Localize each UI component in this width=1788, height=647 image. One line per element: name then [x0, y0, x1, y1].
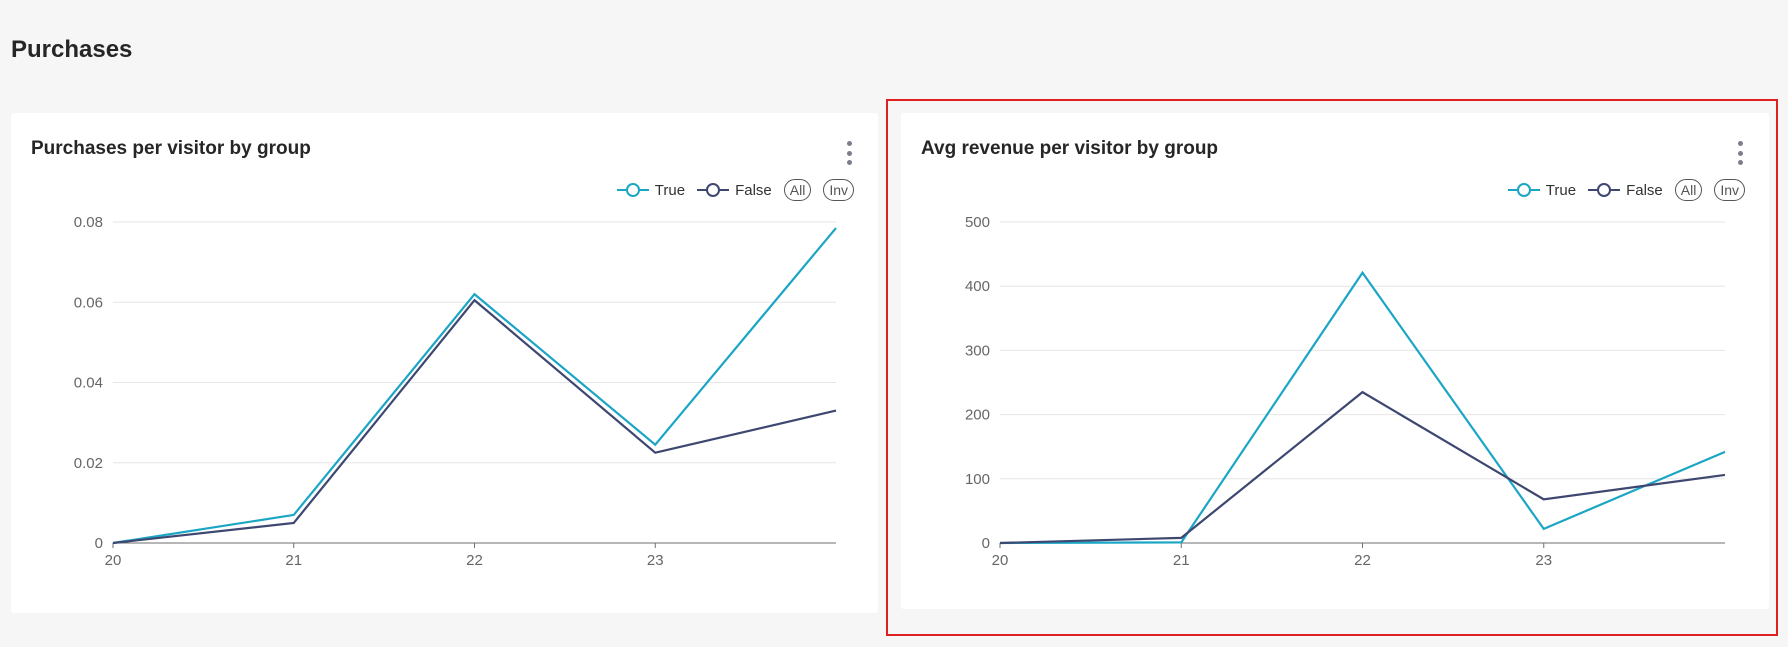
x-tick-label: 21	[285, 552, 302, 569]
series-line-true	[999, 270, 1726, 545]
y-tick-label: 0	[95, 535, 103, 552]
legend-label-false: False	[1626, 181, 1663, 199]
series-line-false	[112, 298, 837, 545]
legend-label-false: False	[735, 181, 772, 199]
chart-title: Purchases per visitor by group	[31, 138, 311, 159]
legend-true-marker-icon	[1507, 183, 1540, 197]
x-tick-label: 22	[466, 552, 483, 569]
y-tick-label: 0.04	[74, 375, 103, 392]
chart-legend: True False All Inv	[616, 179, 854, 201]
purchases-line-chart: 0 0.02 0.04 0.06 0.08 20 21 22 23	[74, 214, 837, 569]
legend-item-false[interactable]: False	[1588, 182, 1663, 199]
x-tick-label: 23	[647, 552, 664, 569]
legend-label-true: True	[1545, 181, 1577, 199]
legend-invert-button[interactable]: Inv	[823, 179, 854, 201]
legend-label-true: True	[654, 181, 686, 199]
y-tick-label: 200	[965, 407, 990, 424]
legend-false-marker-icon	[697, 183, 730, 197]
section-title: Purchases	[11, 36, 133, 63]
x-tick-label: 21	[1173, 552, 1190, 569]
series-line-false	[999, 390, 1726, 545]
legend-item-true[interactable]: True	[1507, 181, 1577, 199]
y-tick-label: 100	[965, 471, 990, 488]
x-tick-label: 22	[1354, 552, 1371, 569]
x-tick-label: 23	[1535, 552, 1552, 569]
x-tick-label: 20	[105, 552, 122, 569]
y-tick-label: 0.06	[74, 294, 103, 311]
y-tick-label: 0.08	[74, 214, 103, 231]
y-tick-label: 300	[965, 342, 990, 359]
kebab-menu-icon[interactable]	[1735, 141, 1745, 165]
chart-card-avg-revenue-per-visitor: Avg revenue per visitor by group True Fa…	[901, 113, 1769, 609]
avg-revenue-line-chart: 0 100 200 300 400 500 20 21 22 23	[965, 214, 1726, 569]
y-tick-label: 0	[982, 535, 990, 552]
y-tick-label: 400	[965, 278, 990, 295]
kebab-menu-icon[interactable]	[844, 141, 854, 165]
legend-true-marker-icon	[616, 183, 649, 197]
chart-card-purchases-per-visitor: Purchases per visitor by group True Fals…	[11, 113, 878, 613]
legend-invert-button[interactable]: Inv	[1714, 179, 1745, 201]
y-tick-label: 500	[965, 214, 990, 231]
y-tick-label: 0.02	[74, 455, 103, 472]
legend-select-all-button[interactable]: All	[783, 179, 812, 201]
chart-title: Avg revenue per visitor by group	[921, 138, 1219, 159]
x-tick-label: 20	[992, 552, 1009, 569]
series-line-true	[112, 227, 837, 545]
legend-item-true[interactable]: True	[616, 181, 686, 199]
chart-legend: True False All Inv	[1507, 179, 1745, 201]
legend-select-all-button[interactable]: All	[1674, 179, 1703, 201]
legend-item-false[interactable]: False	[697, 182, 772, 199]
legend-false-marker-icon	[1588, 183, 1621, 197]
